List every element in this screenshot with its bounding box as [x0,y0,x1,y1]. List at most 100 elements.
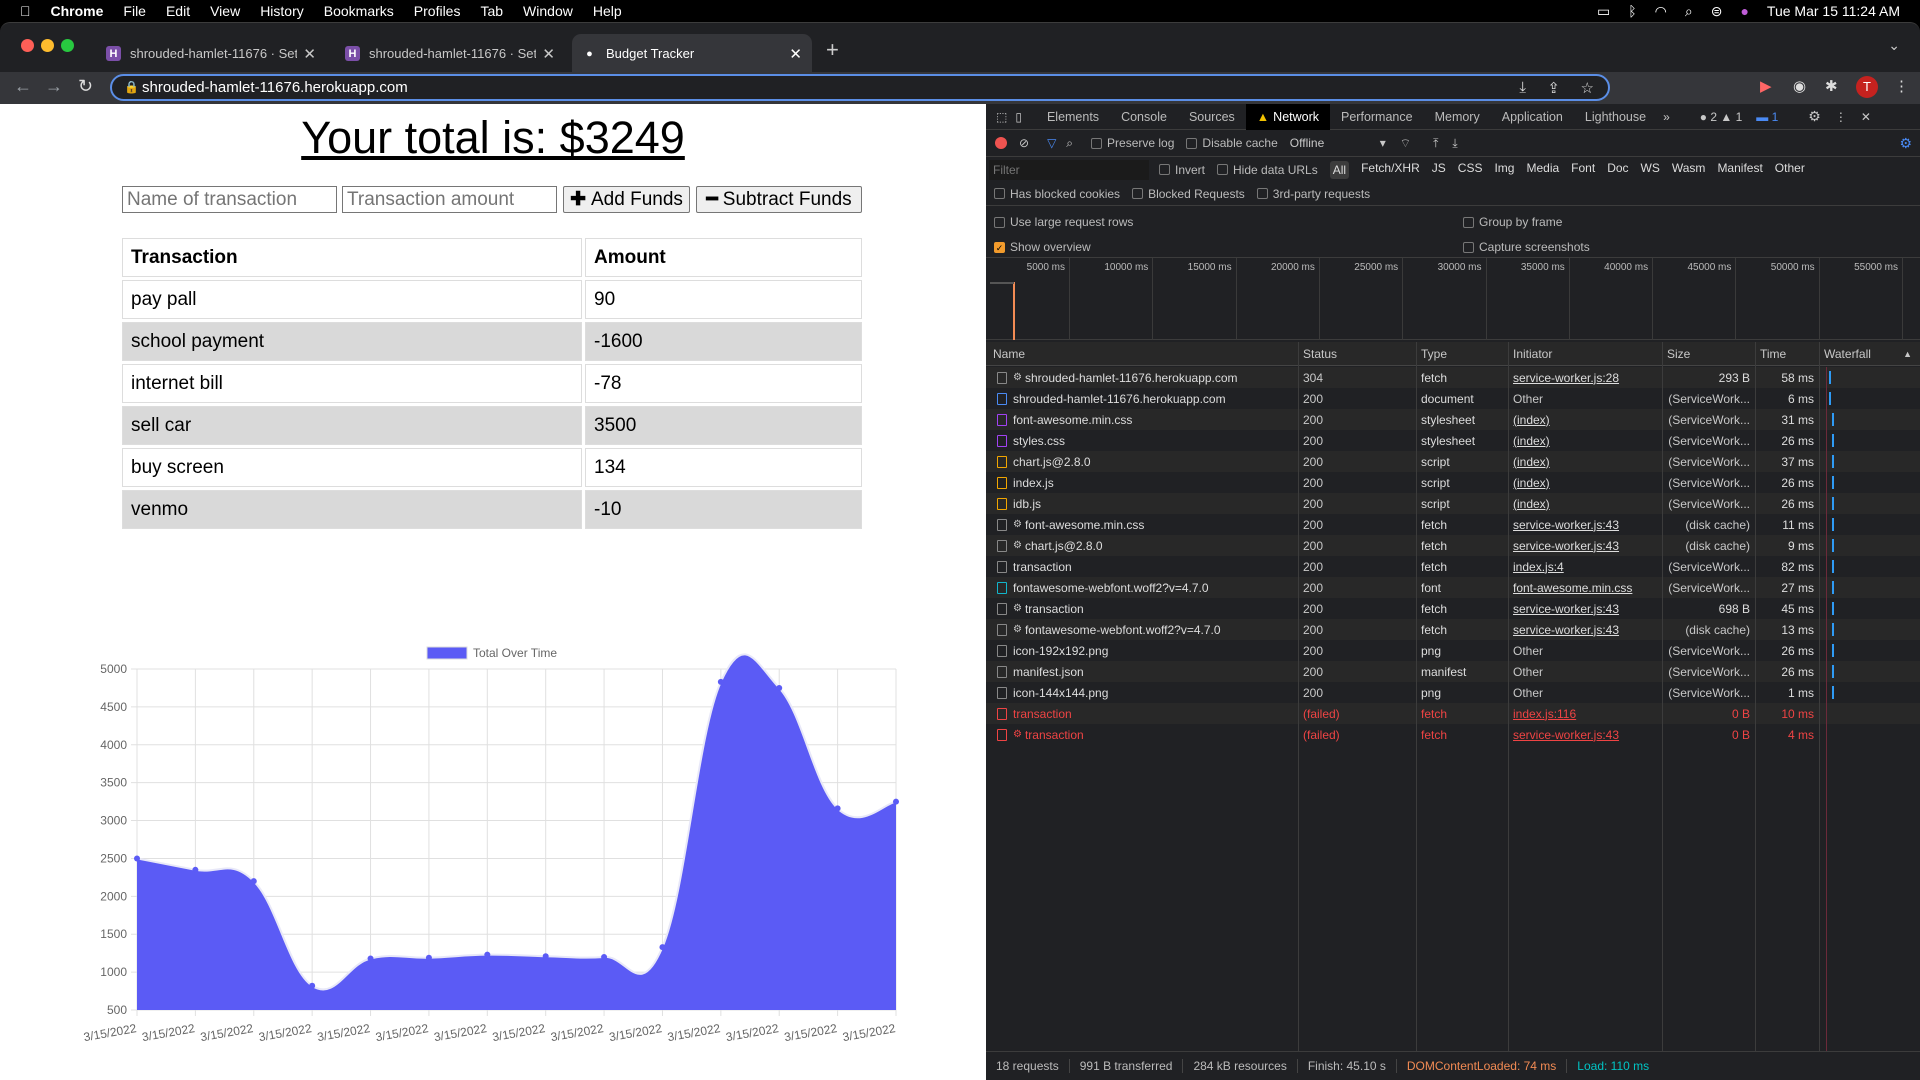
install-app-icon[interactable]: ⤓ [1519,79,1526,96]
filter-type-all[interactable]: All [1329,160,1350,179]
transaction-amount-input[interactable] [342,186,557,213]
throttle-select[interactable]: Offline ▾ [1289,136,1386,150]
request-row[interactable]: ⚙ transaction 200 fetch service-worker.js:43… [986,598,1920,619]
search-icon[interactable]: ⌕ [1066,135,1074,150]
column-header-status[interactable]: Status [1303,346,1338,361]
more-tabs-icon[interactable]: » [1663,109,1670,124]
back-button[interactable]: ← [14,76,32,96]
close-window-button[interactable] [21,39,34,52]
reload-button[interactable]: ↻ [78,76,94,96]
apple-icon[interactable]:  [20,3,31,19]
data-point[interactable] [484,951,491,958]
extensions-puzzle-icon[interactable]: ✱ [1825,78,1838,95]
menu-view[interactable]: View [199,3,240,19]
network-overview-timeline[interactable]: 5000 ms 10000 ms 15000 ms 20000 ms 25000 ms 3… [986,258,1920,340]
clear-icon[interactable]: ⊘ [1019,136,1030,150]
devtools-tab-application[interactable]: Application [1501,109,1563,124]
request-initiator[interactable]: service-worker.js:28 [1513,370,1620,385]
devtools-tab-console[interactable]: Console [1121,109,1167,124]
record-button[interactable] [995,137,1007,149]
data-point[interactable] [250,878,257,885]
menu-window[interactable]: Window [512,3,573,19]
filter-type-wasm[interactable]: Wasm [1671,160,1706,175]
spotlight-search-icon[interactable]: ⌕ [1684,2,1693,19]
new-tab-button[interactable]: + [826,37,839,62]
browser-tab-active[interactable]: ● Budget Tracker ✕ [572,34,812,73]
extension-record-icon[interactable]: ▶ [1760,78,1772,95]
request-row[interactable]: ⚙ fontawesome-webfont.woff2?v=4.7.0 200 fet… [986,619,1920,640]
large-rows-checkbox[interactable]: Use large request rows [994,215,1133,229]
request-initiator[interactable]: service-worker.js:43 [1513,622,1620,637]
share-icon[interactable]: ⇪ [1547,80,1560,97]
data-point[interactable] [192,866,199,873]
add-funds-button[interactable]: ✚ Add Funds [563,186,690,213]
import-har-icon[interactable]: ⤒ [1433,135,1439,150]
tab-search-chevron-icon[interactable]: ⌄ [1888,37,1900,53]
filter-checkbox[interactable]: Has blocked cookies [994,187,1120,201]
data-point[interactable] [542,953,549,960]
filter-type-doc[interactable]: Doc [1607,160,1629,175]
transactions-table-container[interactable]: Transaction Amount pay pall 90 school payme… [122,235,862,531]
data-point[interactable] [659,944,666,951]
request-row[interactable]: ⚙ font-awesome.min.css 200 fetch service-wor… [986,514,1920,535]
devtools-tab-memory[interactable]: Memory [1434,109,1480,124]
request-row[interactable]: icon-192x192.png 200 png Other (ServiceWork.… [986,640,1920,661]
filter-checkbox[interactable]: Blocked Requests [1132,187,1245,201]
data-point[interactable] [776,684,783,691]
menu-help[interactable]: Help [582,3,622,19]
menu-history[interactable]: History [249,3,304,19]
data-point[interactable] [893,798,899,805]
column-header-type[interactable]: Type [1421,346,1448,361]
close-tab-icon[interactable]: ✕ [542,45,555,63]
settings-gear-icon[interactable]: ⚙ [1808,108,1821,124]
column-header-initiator[interactable]: Initiator [1513,346,1553,361]
lock-icon[interactable]: 🔒 [124,80,139,94]
request-initiator[interactable]: service-worker.js:43 [1513,517,1620,532]
request-row[interactable]: chart.js@2.8.0 200 script (index) (ServiceWo… [986,451,1920,472]
hide-data-urls-checkbox[interactable]: Hide data URLs [1217,163,1318,177]
filter-type-font[interactable]: Font [1571,160,1596,175]
devtools-tab-network[interactable]: ▲ Network [1245,104,1331,130]
data-point[interactable] [834,805,841,812]
close-devtools-icon[interactable]: ✕ [1860,109,1871,124]
wifi-icon[interactable]: ◠ [1654,2,1667,19]
menu-bookmarks[interactable]: Bookmarks [313,3,394,19]
export-har-icon[interactable]: ⤓ [1452,135,1458,150]
request-initiator[interactable]: index.js:116 [1513,706,1577,721]
menu-file[interactable]: File [112,3,146,19]
battery-icon[interactable]: ▭ [1597,2,1611,19]
data-point[interactable] [309,982,316,989]
data-point[interactable] [717,678,724,685]
network-settings-gear-icon[interactable]: ⚙ [1899,134,1912,151]
column-header-waterfall[interactable]: Waterfall ▲ [1824,346,1912,361]
data-point[interactable] [134,855,140,862]
data-point[interactable] [601,953,608,960]
request-row[interactable]: idb.js 200 script (index) (ServiceWork... 26 … [986,493,1920,514]
preserve-log-checkbox[interactable]: Preserve log [1091,136,1174,150]
devtools-tab-sources[interactable]: Sources [1188,109,1235,124]
disable-cache-checkbox[interactable]: Disable cache [1186,136,1278,150]
messages-badge[interactable]: ▬ 1 [1756,109,1779,124]
request-row[interactable]: manifest.json 200 manifest Other (ServiceWor… [986,661,1920,682]
clock[interactable]: Tue Mar 15 11:24 AM [1766,3,1900,19]
request-row[interactable]: transaction (failed) fetch index.js:116 0 B 1… [986,703,1920,724]
filter-type-ws[interactable]: WS [1640,160,1660,175]
profile-avatar[interactable]: T [1856,76,1878,98]
invert-checkbox[interactable]: Invert [1159,163,1205,177]
request-initiator[interactable]: service-worker.js:43 [1513,601,1620,616]
request-row[interactable]: fontawesome-webfont.woff2?v=4.7.0 200 font… [986,577,1920,598]
request-row[interactable]: shrouded-hamlet-11676.herokuapp.com 200 do… [986,388,1920,409]
request-row[interactable]: ⚙ transaction (failed) fetch service-worker.… [986,724,1920,745]
filter-type-img[interactable]: Img [1494,160,1515,175]
request-row[interactable]: ⚙ shrouded-hamlet-11676.herokuapp.com 304 f… [986,367,1920,388]
request-row[interactable]: styles.css 200 stylesheet (index) (ServiceWo… [986,430,1920,451]
inspect-element-icon[interactable]: ⬚ [996,109,1008,124]
chrome-menu-icon[interactable]: ⋮ [1894,78,1909,95]
column-header-size[interactable]: Size [1667,346,1691,361]
errors-badge[interactable]: ● 2 ▲ 1 [1699,109,1743,124]
siri-icon[interactable]: ● [1740,3,1749,19]
column-header-time[interactable]: Time [1760,346,1787,361]
request-row[interactable]: transaction 200 fetch index.js:4 (ServiceWor… [986,556,1920,577]
menu-edit[interactable]: Edit [155,3,190,19]
more-options-icon[interactable]: ⋮ [1834,109,1847,124]
